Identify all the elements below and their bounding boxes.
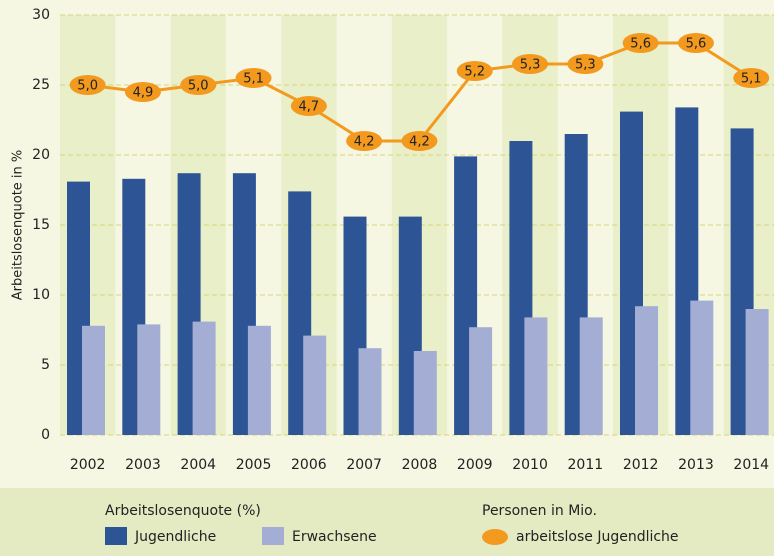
- data-label: 4,9: [133, 86, 154, 101]
- y-tick-label: 20: [32, 147, 50, 163]
- legend-swatch: [482, 529, 508, 545]
- y-tick-label: 25: [32, 77, 50, 93]
- bar: [524, 317, 548, 435]
- x-tick-label: 2008: [402, 457, 438, 473]
- x-tick-label: 2002: [70, 457, 106, 473]
- x-tick-label: 2005: [236, 457, 272, 473]
- legend-label: Jugendliche: [134, 529, 216, 545]
- data-label: 5,6: [630, 37, 651, 52]
- y-tick-label: 30: [32, 7, 50, 23]
- line-marker: [346, 131, 383, 151]
- bar: [579, 317, 603, 435]
- legend-label: Erwachsene: [292, 529, 377, 545]
- line-marker: [512, 54, 549, 74]
- bar: [635, 306, 658, 435]
- line-marker: [69, 75, 106, 95]
- line-marker: [733, 68, 770, 88]
- line-marker: [567, 54, 604, 74]
- y-tick-label: 10: [32, 287, 50, 303]
- data-label: 4,7: [299, 100, 320, 115]
- x-tick-label: 2013: [678, 457, 714, 473]
- line-marker: [124, 82, 161, 102]
- data-label: 4,2: [354, 135, 375, 150]
- x-tick-label: 2007: [346, 457, 382, 473]
- bar: [413, 351, 437, 435]
- bar: [690, 300, 714, 435]
- data-label: 5,0: [77, 79, 98, 94]
- x-tick-label: 2011: [568, 457, 604, 473]
- line-marker: [677, 33, 714, 53]
- legend-label: arbeitslose Jugendliche: [516, 529, 679, 545]
- data-label: 4,2: [409, 135, 430, 150]
- legend-background: [0, 488, 774, 556]
- x-tick-label: 2014: [733, 457, 769, 473]
- bar: [469, 327, 493, 435]
- legend-swatch: [105, 527, 127, 545]
- bar: [745, 309, 769, 435]
- legend-group-title: Personen in Mio.: [482, 503, 597, 519]
- bar: [247, 325, 271, 435]
- y-tick-label: 5: [41, 357, 50, 373]
- x-tick-label: 2006: [291, 457, 327, 473]
- x-tick-label: 2010: [512, 457, 548, 473]
- legend-swatch: [262, 527, 284, 545]
- bar: [137, 324, 161, 435]
- x-tick-label: 2003: [125, 457, 161, 473]
- bar: [82, 325, 105, 435]
- line-marker: [290, 96, 327, 116]
- legend-group-title: Arbeitslosenquote (%): [105, 503, 261, 519]
- data-label: 5,2: [464, 65, 485, 80]
- data-label: 5,6: [686, 37, 707, 52]
- line-marker: [235, 68, 272, 88]
- y-tick-label: 0: [41, 427, 50, 443]
- y-axis-label: Arbeitslosenquote in %: [11, 150, 26, 301]
- x-tick-label: 2009: [457, 457, 493, 473]
- data-label: 5,3: [520, 58, 541, 73]
- y-tick-label: 15: [32, 217, 50, 233]
- data-label: 5,0: [188, 79, 209, 94]
- bar: [303, 335, 327, 435]
- line-marker: [456, 61, 493, 81]
- x-tick-label: 2004: [180, 457, 216, 473]
- line-marker: [401, 131, 438, 151]
- x-tick-label: 2012: [623, 457, 659, 473]
- data-label: 5,1: [741, 72, 762, 87]
- bar: [192, 321, 216, 435]
- bar: [358, 348, 382, 435]
- data-label: 5,1: [243, 72, 264, 87]
- data-label: 5,3: [575, 58, 596, 73]
- line-marker: [622, 33, 659, 53]
- line-marker: [180, 75, 217, 95]
